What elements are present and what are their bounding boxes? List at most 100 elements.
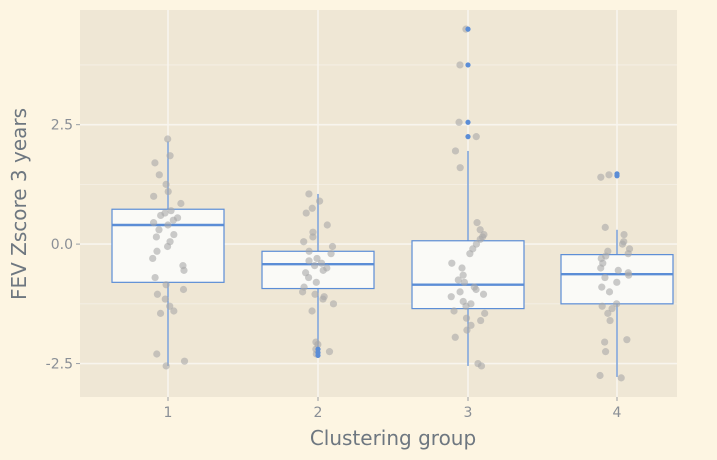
data-point [305,190,313,198]
data-point [462,302,470,310]
data-point [153,350,161,358]
data-point [462,314,471,322]
x-tick-label: 1 [164,405,173,421]
data-point [170,307,178,315]
data-point [308,204,316,212]
data-point [167,207,175,215]
data-point [300,238,308,246]
data-point [161,295,169,303]
jitter-points [149,25,634,382]
data-point [597,173,605,181]
data-point [323,221,331,229]
data-point [180,357,189,365]
outlier-point [315,352,321,359]
data-point [614,266,622,274]
data-point [463,326,471,334]
data-point [156,309,165,317]
data-point [180,266,188,274]
data-point [319,295,327,303]
data-point [153,290,162,298]
data-point [456,164,464,172]
outlier-points [315,26,620,359]
data-point [164,135,172,143]
data-point [305,257,313,265]
data-point [164,221,172,229]
data-point [459,271,467,279]
outlier-point [465,26,471,32]
data-point [308,307,316,315]
data-point [315,197,324,205]
data-point [481,309,489,317]
x-tick-label: 2 [314,405,323,421]
data-point [596,371,604,380]
data-point [467,321,475,329]
x-tick-label: 3 [464,405,473,421]
data-point [153,247,161,255]
data-point [479,290,488,298]
data-point [604,309,612,317]
data-point [157,211,165,220]
data-point [311,262,319,270]
data-point [150,219,158,227]
data-point [311,290,319,298]
data-point [149,254,157,263]
data-point [152,233,160,241]
data-point [312,278,320,286]
data-point [166,152,174,160]
data-point [454,276,462,284]
data-point [329,300,338,308]
data-point [472,285,480,294]
data-point [163,242,172,251]
data-point [601,273,609,282]
data-point [305,247,313,255]
data-point [151,159,159,167]
data-point [476,235,484,243]
data-point [598,302,606,310]
data-point [477,316,485,325]
data-point [625,271,633,279]
data-point [466,250,474,258]
outlier-point [465,119,471,125]
data-point [606,316,614,325]
data-point [179,285,188,294]
data-point [455,118,463,126]
data-point [313,254,321,263]
box-iqr [560,254,674,305]
x-axis-title: Clustering group [310,426,476,450]
data-point [472,133,480,141]
data-point [458,264,466,272]
data-point [162,281,170,289]
data-point [456,61,464,69]
data-point [166,302,174,310]
data-point [328,242,337,251]
data-point [605,171,613,179]
data-point [601,223,609,231]
data-point [613,278,621,286]
data-point [151,273,159,282]
data-point [319,266,327,274]
outlier-point [614,171,620,177]
data-point [299,288,307,296]
data-point [451,147,460,155]
box-group-4 [560,229,674,377]
data-point [325,348,334,356]
data-point [309,233,317,241]
data-point [302,209,310,217]
data-point [473,219,481,227]
x-tick-label: 4 [613,405,622,421]
x-axis-ticks: 1 2 3 4 [164,397,622,421]
y-tick-label: 2.5 [51,118,73,134]
data-point [605,288,614,296]
data-point [460,278,468,286]
data-point [448,259,456,267]
data-point [620,230,628,239]
y-tick-label: 0.0 [51,237,73,253]
data-point [597,264,605,272]
data-point [162,180,170,188]
data-point [177,199,185,208]
data-point [155,171,163,179]
data-point [608,305,616,313]
data-point [617,374,625,382]
data-point [164,187,172,196]
